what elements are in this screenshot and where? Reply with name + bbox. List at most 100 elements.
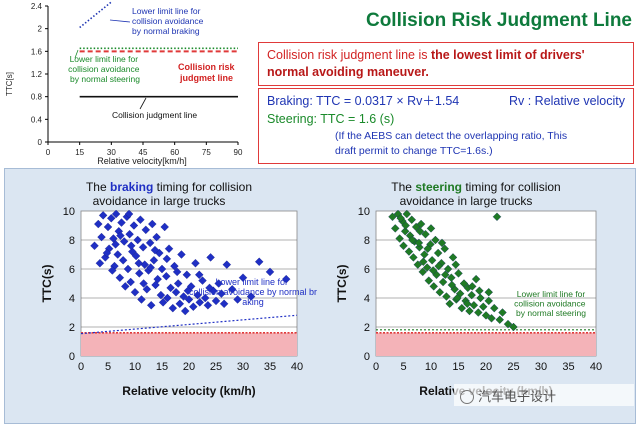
data-point [434,261,443,271]
data-point [423,244,432,253]
data-point [490,303,499,313]
data-point [415,227,425,236]
data-point [454,269,463,278]
data-point [115,273,125,282]
data-point [146,263,155,272]
data-point [408,235,417,245]
data-point [435,287,445,297]
data-point [484,287,493,297]
data-point [111,209,121,219]
y-tick-label: 0 [69,351,75,363]
data-point [136,215,145,224]
data-point [437,238,447,248]
data-point [133,235,142,245]
data-point [103,222,113,232]
data-point [395,234,404,243]
data-point [217,289,226,298]
page-title: Collision Risk Judgment Line [365,10,632,31]
data-point [148,219,157,229]
data-point [211,296,221,306]
data-point [429,282,438,291]
wechat-icon [460,390,474,404]
top-chart-y-ticks: 0 0.4 0.8 1.2 1.6 2 2.4 [31,2,48,147]
data-point [153,274,162,284]
data-point [463,299,472,309]
data-point [156,290,166,300]
data-point [137,295,146,304]
y-tick-label: 8 [69,235,75,247]
x-tick-label: 10 [425,361,437,373]
data-point [163,293,172,303]
data-point [107,214,116,223]
top-y-tick-label: 1.2 [31,70,43,79]
data-point [227,285,237,294]
x-tick-label: 15 [156,361,168,373]
data-point [205,283,214,293]
x-tick-label: 30 [237,361,249,373]
lower-limit-label-line: aking [242,297,264,307]
y-tick-label: 2 [364,322,370,334]
chart-title-pre: The [391,180,415,194]
steering-scatter-chart: 0 2 4 6 8 10 0 5 10 15 20 25 30 35 40 The steering timi… [335,180,602,398]
data-point [438,277,448,287]
data-point [183,286,193,295]
data-point [451,260,460,269]
chart-title-key: steering [415,180,462,194]
data-point [168,303,178,313]
data-point [102,248,112,258]
chart-title-post: timing for collision [153,180,252,194]
data-point [125,229,134,239]
data-point [427,256,437,265]
data-point [94,219,103,229]
data-point [171,287,181,297]
data-point [509,322,518,332]
data-point [401,221,410,230]
data-point [495,315,504,324]
data-point [407,215,416,224]
y-tick-label: 2 [69,322,75,334]
chart-title: The braking timing for collision [86,180,252,194]
x-tick-label: 20 [480,361,492,373]
annotation-steering-line: Lower limit line for collision avoidance… [68,54,142,84]
data-point [121,282,130,291]
risk-zone-band [81,332,297,356]
data-point [476,293,485,303]
data-point [117,218,126,227]
data-point [414,238,424,248]
formula-box: Braking: TTC = 0.0317 × Rv＋1.54 Rv : Rel… [258,88,634,164]
data-point [142,285,152,294]
data-point [431,235,440,245]
data-point [481,311,491,320]
rv-note: Rv : Relative velocity [508,94,625,108]
lower-limit-line [80,314,298,335]
x-tick-label: 40 [590,361,602,373]
data-point [179,292,188,301]
chart-title-key: braking [110,180,153,194]
data-point [195,270,204,280]
top-x-tick-label: 90 [234,148,243,157]
data-point [440,244,449,253]
data-point [479,302,488,311]
risk-zone-band [376,332,596,356]
data-point [484,296,493,306]
data-point [433,248,443,258]
data-point [166,283,175,293]
annotation-judgment-arrow [139,97,147,110]
data-point [254,257,264,266]
y-tick-label: 6 [364,264,370,276]
lower-limit-label: Lower limit line for collision avoidance … [514,289,588,318]
x-tick-label: 5 [400,361,406,373]
data-point [498,308,507,317]
data-point [193,290,202,300]
data-point [124,209,134,219]
top-chart-xlabel: Relative velocity[km/h] [97,156,187,166]
data-point [418,267,427,277]
data-point [443,264,453,274]
x-tick-label: 20 [183,361,195,373]
top-x-tick-label: 30 [107,148,116,157]
data-point [160,222,169,232]
annotation-braking-arrow [109,19,131,23]
definition-text-start: Collision risk judgment line is [267,48,431,62]
top-chart-x-ticks: 0 15 30 45 60 75 90 [46,142,243,157]
data-point [123,264,133,274]
